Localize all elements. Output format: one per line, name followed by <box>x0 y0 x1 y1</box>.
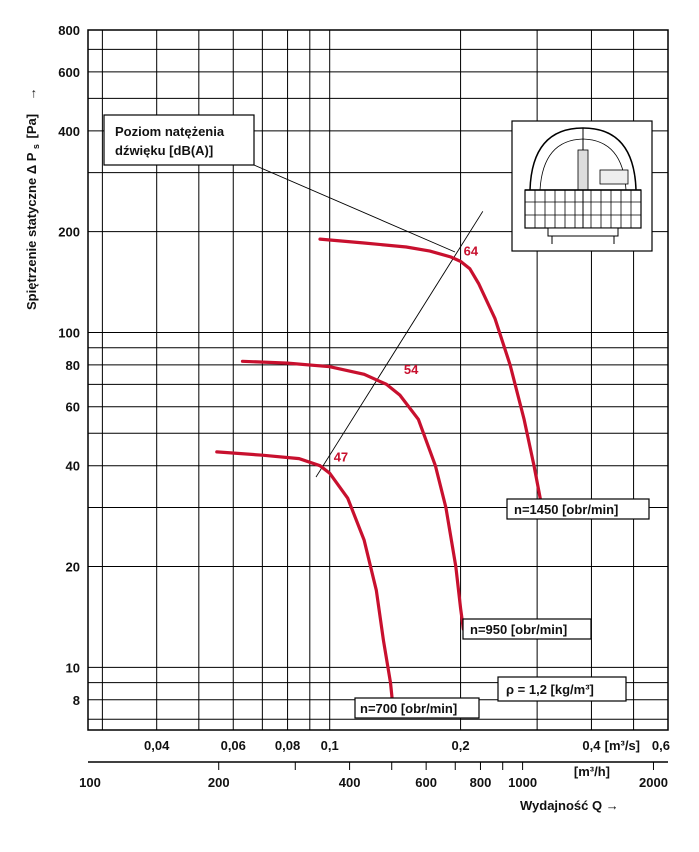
y-tick-label: 200 <box>58 225 80 240</box>
y-tick-label: 8 <box>73 693 80 708</box>
y-tick-label: 400 <box>58 124 80 139</box>
x-tick-label-m3h: 400 <box>339 775 361 790</box>
y-tick-label: 10 <box>66 660 80 675</box>
x-axis-label: Wydajność Q → <box>520 798 619 813</box>
label-box-n950 <box>462 618 592 640</box>
y-axis-tick-labels: 800 600 400 200 100 80 60 40 20 10 8 <box>58 23 80 708</box>
label-n950: n=950 [obr/min] <box>470 622 567 637</box>
x-unit-m3s: [m³/s] <box>605 738 640 753</box>
curve-n1450 <box>318 237 542 500</box>
noise-callout-leader <box>253 164 456 253</box>
y-tick-label: 800 <box>58 23 80 38</box>
x-unit-m3h: [m³/h] <box>574 764 610 779</box>
x-tick-label-m3s: 0,2 <box>452 738 470 753</box>
density-box <box>497 676 627 702</box>
noise-point-label: 64 <box>464 244 479 259</box>
roof-fan-drawing <box>511 120 653 252</box>
y-tick-label: 100 <box>58 325 80 340</box>
plot-frame <box>87 29 669 731</box>
density-label: ρ = 1,2 [kg/m³] <box>506 682 594 697</box>
x-tick-label-m3s: 0,4 <box>582 738 601 753</box>
x-tick-label-m3h: 2000 <box>639 775 668 790</box>
curve-n700 <box>215 450 395 711</box>
noise-callout-line-2: dźwięku [dB(A)] <box>115 143 213 158</box>
y-tick-label: 80 <box>66 358 80 373</box>
x-tick-label-m3h: 100 <box>79 775 101 790</box>
y-tick-label: 600 <box>58 65 80 80</box>
noise-point-label: 54 <box>404 362 419 377</box>
x-tick-label-m3h: 200 <box>208 775 230 790</box>
noise-level-line <box>315 211 484 478</box>
y-tick-label: 60 <box>66 400 80 415</box>
x-tick-label-m3s: 0,1 <box>321 738 339 753</box>
x-tick-label-m3s: 0,04 <box>144 738 170 753</box>
x-tick-label-m3s: 0,6 <box>652 738 670 753</box>
y-tick-label: 40 <box>66 459 80 474</box>
y-axis-label: Spiętrzenie statyczne Δ P s [Pa] → <box>24 87 42 310</box>
noise-points: 64 54 47 <box>334 244 479 465</box>
x-tick-label-m3s: 0,06 <box>221 738 246 753</box>
m3h-axis-ticks <box>218 762 654 770</box>
x-axis-m3h-tick-labels: 100 200 400 600 800 1000 2000 [m³/h] <box>79 764 668 790</box>
label-n700: n=700 [obr/min] <box>360 701 457 716</box>
y-tick-label: 20 <box>66 560 80 575</box>
x-tick-label-m3h: 600 <box>415 775 437 790</box>
label-n1450: n=1450 [obr/min] <box>514 502 618 517</box>
noise-callout-line-1: Poziom natężenia <box>115 124 225 139</box>
x-tick-label-m3h: 800 <box>470 775 492 790</box>
label-box-n1450 <box>506 498 650 520</box>
x-tick-label-m3h: 1000 <box>508 775 537 790</box>
x-axis-m3s-tick-labels: 0,04 0,06 0,08 0,1 0,2 0,4 0,6 [m³/s] <box>144 738 670 753</box>
curve-n950 <box>240 359 465 631</box>
x-tick-label-m3s: 0,08 <box>275 738 300 753</box>
label-box-n700 <box>354 697 480 719</box>
noise-point-label: 47 <box>334 450 348 465</box>
noise-callout-box <box>103 114 255 166</box>
